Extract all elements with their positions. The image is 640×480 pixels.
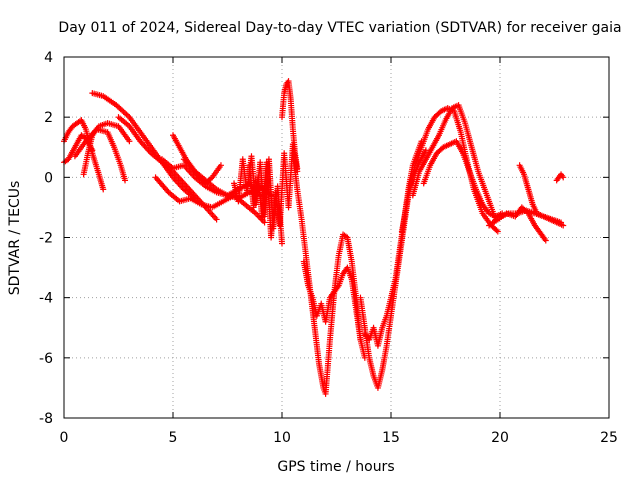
data-points xyxy=(61,78,567,397)
data-point xyxy=(542,237,549,244)
y-tick-label: 2 xyxy=(44,110,53,126)
y-axis-label: SDTVAR / TECUs xyxy=(7,181,23,296)
data-series xyxy=(80,120,133,178)
data-series xyxy=(516,162,567,229)
y-tick-label: -8 xyxy=(39,411,53,427)
data-point xyxy=(213,216,220,223)
y-tick-label: 0 xyxy=(44,170,53,186)
axis-ticks: 0 5 10 15 20 25 -8 -6 -4 -2 0 2 4 xyxy=(39,50,618,446)
data-point xyxy=(560,222,567,229)
y-tick-label: -6 xyxy=(39,351,53,367)
data-point xyxy=(122,177,129,184)
x-axis-label: GPS time / hours xyxy=(277,459,394,475)
data-point xyxy=(217,162,224,169)
data-point xyxy=(100,186,107,193)
data-point xyxy=(126,138,133,145)
data-point xyxy=(560,174,567,181)
x-tick-label: 15 xyxy=(382,430,400,446)
data-series xyxy=(61,132,96,166)
data-point xyxy=(279,240,285,247)
data-point xyxy=(89,147,96,154)
data-point xyxy=(357,336,364,343)
y-tick-label: -4 xyxy=(39,291,53,307)
x-tick-label: 10 xyxy=(273,430,291,446)
data-point xyxy=(261,219,268,226)
x-tick-label: 0 xyxy=(60,430,69,446)
data-series xyxy=(300,258,364,343)
x-tick-label: 5 xyxy=(169,430,178,446)
y-tick-label: -2 xyxy=(39,231,53,247)
x-tick-label: 25 xyxy=(600,430,618,446)
y-tick-label: 4 xyxy=(44,50,53,66)
data-point xyxy=(494,228,501,235)
x-tick-label: 20 xyxy=(491,430,509,446)
data-point-fill xyxy=(493,227,500,234)
data-series xyxy=(553,171,567,184)
data-series xyxy=(152,174,268,226)
chart-title: Day 011 of 2024, Sidereal Day-to-day VTE… xyxy=(58,20,621,36)
